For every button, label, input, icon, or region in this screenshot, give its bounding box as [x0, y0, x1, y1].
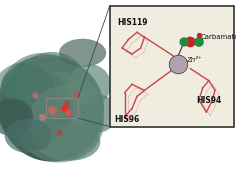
Text: Zn²⁺: Zn²⁺	[186, 57, 202, 63]
Ellipse shape	[0, 98, 33, 136]
Point	[34, 93, 37, 96]
Ellipse shape	[41, 123, 100, 161]
Ellipse shape	[9, 60, 104, 155]
Point	[188, 40, 192, 43]
Point	[197, 34, 201, 37]
Ellipse shape	[0, 62, 57, 134]
Text: HIS94: HIS94	[196, 96, 222, 105]
Point	[41, 116, 44, 119]
FancyBboxPatch shape	[110, 6, 234, 127]
Ellipse shape	[28, 85, 104, 161]
Ellipse shape	[81, 94, 117, 132]
Point	[67, 110, 70, 113]
Ellipse shape	[0, 58, 104, 162]
Ellipse shape	[0, 53, 85, 136]
Point	[182, 40, 186, 43]
Ellipse shape	[0, 55, 97, 153]
Ellipse shape	[17, 52, 87, 118]
Point	[74, 93, 77, 96]
Point	[197, 40, 201, 43]
Point	[176, 62, 180, 65]
Point	[50, 108, 54, 111]
Ellipse shape	[14, 72, 104, 163]
Text: HIS119: HIS119	[117, 19, 148, 27]
Ellipse shape	[0, 70, 73, 149]
Text: Carbamate: Carbamate	[200, 33, 236, 40]
Ellipse shape	[68, 64, 111, 106]
Text: HIS96: HIS96	[115, 115, 140, 124]
Ellipse shape	[1, 68, 37, 102]
Point	[64, 102, 68, 105]
Point	[62, 106, 66, 109]
Ellipse shape	[59, 39, 106, 67]
Ellipse shape	[5, 119, 52, 153]
Point	[57, 131, 61, 134]
